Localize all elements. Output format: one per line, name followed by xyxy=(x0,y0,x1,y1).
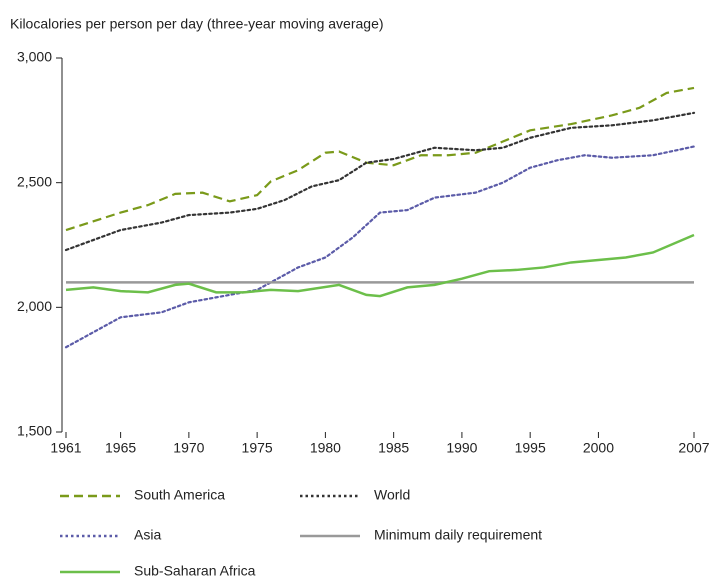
series-line xyxy=(64,145,696,349)
x-tick-label: 1965 xyxy=(105,440,136,456)
series-line xyxy=(64,111,696,252)
x-tick-label: 1961 xyxy=(50,440,81,456)
x-tick-label: 2000 xyxy=(583,440,614,456)
x-tick-label: 2007 xyxy=(678,440,709,456)
y-tick-label: 1,500 xyxy=(17,423,52,439)
series-line xyxy=(65,233,695,298)
y-tick-label: 3,000 xyxy=(17,49,52,65)
series-line xyxy=(65,86,695,232)
legend-label: Asia xyxy=(134,527,161,543)
y-tick-label: 2,000 xyxy=(17,298,52,314)
x-tick-label: 1980 xyxy=(310,440,341,456)
x-tick-label: 1990 xyxy=(446,440,477,456)
legend-label: Sub-Saharan Africa xyxy=(134,563,256,579)
legend-label: Minimum daily requirement xyxy=(374,527,542,543)
y-tick-label: 2,500 xyxy=(17,173,52,189)
x-tick-label: 1985 xyxy=(378,440,409,456)
x-tick-label: 1995 xyxy=(515,440,546,456)
legend-label: World xyxy=(374,487,410,503)
legend-label: South America xyxy=(134,487,225,503)
x-tick-label: 1975 xyxy=(242,440,273,456)
chart-title: Kilocalories per person per day (three-y… xyxy=(10,16,384,32)
x-tick-label: 1970 xyxy=(173,440,204,456)
